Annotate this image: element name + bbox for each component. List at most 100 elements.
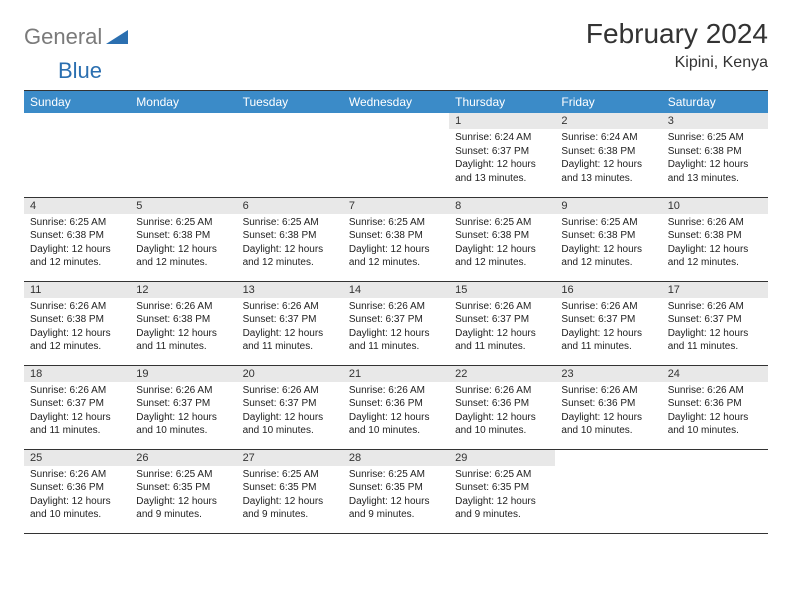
day-detail-line: Sunset: 6:36 PM xyxy=(668,397,762,411)
day-number: 29 xyxy=(449,450,555,466)
day-detail-line: and 12 minutes. xyxy=(30,256,124,270)
day-detail-line: and 11 minutes. xyxy=(243,340,337,354)
day-number: 20 xyxy=(237,366,343,382)
day-details xyxy=(24,129,130,135)
day-detail-line: Daylight: 12 hours xyxy=(349,495,443,509)
day-details: Sunrise: 6:25 AMSunset: 6:38 PMDaylight:… xyxy=(343,214,449,274)
logo-text-1: General xyxy=(24,24,102,50)
day-detail-line: and 12 minutes. xyxy=(136,256,230,270)
day-details: Sunrise: 6:26 AMSunset: 6:37 PMDaylight:… xyxy=(555,298,661,358)
day-detail-line: and 10 minutes. xyxy=(30,508,124,522)
day-number xyxy=(555,450,661,466)
day-detail-line: Sunrise: 6:26 AM xyxy=(455,384,549,398)
day-detail-line: and 10 minutes. xyxy=(243,424,337,438)
day-details: Sunrise: 6:26 AMSunset: 6:36 PMDaylight:… xyxy=(343,382,449,442)
day-number: 3 xyxy=(662,113,768,129)
calendar-cell: 5Sunrise: 6:25 AMSunset: 6:38 PMDaylight… xyxy=(130,197,236,281)
day-detail-line: and 12 minutes. xyxy=(455,256,549,270)
day-detail-line: Daylight: 12 hours xyxy=(30,327,124,341)
day-number: 25 xyxy=(24,450,130,466)
day-detail-line: Daylight: 12 hours xyxy=(561,243,655,257)
calendar-cell: 2Sunrise: 6:24 AMSunset: 6:38 PMDaylight… xyxy=(555,113,661,197)
day-details: Sunrise: 6:25 AMSunset: 6:35 PMDaylight:… xyxy=(130,466,236,526)
day-detail-line: and 11 minutes. xyxy=(30,424,124,438)
day-header-row: Sunday Monday Tuesday Wednesday Thursday… xyxy=(24,91,768,113)
day-number: 27 xyxy=(237,450,343,466)
day-details: Sunrise: 6:26 AMSunset: 6:37 PMDaylight:… xyxy=(237,382,343,442)
day-detail-line: and 10 minutes. xyxy=(349,424,443,438)
day-detail-line: Sunset: 6:37 PM xyxy=(136,397,230,411)
day-detail-line: Daylight: 12 hours xyxy=(136,243,230,257)
day-details: Sunrise: 6:25 AMSunset: 6:35 PMDaylight:… xyxy=(343,466,449,526)
day-number: 13 xyxy=(237,282,343,298)
calendar-cell: 1Sunrise: 6:24 AMSunset: 6:37 PMDaylight… xyxy=(449,113,555,197)
day-detail-line: and 13 minutes. xyxy=(455,172,549,186)
day-details xyxy=(130,129,236,135)
day-details: Sunrise: 6:26 AMSunset: 6:37 PMDaylight:… xyxy=(237,298,343,358)
day-detail-line: Sunset: 6:38 PM xyxy=(136,313,230,327)
calendar-week-row: 25Sunrise: 6:26 AMSunset: 6:36 PMDayligh… xyxy=(24,449,768,533)
day-details xyxy=(237,129,343,135)
col-tuesday: Tuesday xyxy=(237,91,343,113)
day-detail-line: Sunrise: 6:26 AM xyxy=(455,300,549,314)
calendar-cell: 29Sunrise: 6:25 AMSunset: 6:35 PMDayligh… xyxy=(449,449,555,533)
day-detail-line: Sunrise: 6:26 AM xyxy=(136,384,230,398)
day-detail-line: Sunset: 6:38 PM xyxy=(668,229,762,243)
day-detail-line: Sunset: 6:36 PM xyxy=(561,397,655,411)
calendar-cell: 9Sunrise: 6:25 AMSunset: 6:38 PMDaylight… xyxy=(555,197,661,281)
day-details: Sunrise: 6:25 AMSunset: 6:35 PMDaylight:… xyxy=(237,466,343,526)
day-detail-line: Daylight: 12 hours xyxy=(455,327,549,341)
day-detail-line: Daylight: 12 hours xyxy=(561,411,655,425)
day-detail-line: Sunrise: 6:26 AM xyxy=(561,384,655,398)
day-detail-line: Daylight: 12 hours xyxy=(30,495,124,509)
calendar-table: Sunday Monday Tuesday Wednesday Thursday… xyxy=(24,91,768,534)
day-details: Sunrise: 6:26 AMSunset: 6:36 PMDaylight:… xyxy=(24,466,130,526)
col-wednesday: Wednesday xyxy=(343,91,449,113)
day-number: 26 xyxy=(130,450,236,466)
day-detail-line: Sunset: 6:38 PM xyxy=(455,229,549,243)
day-detail-line: and 12 minutes. xyxy=(349,256,443,270)
day-detail-line: Sunrise: 6:24 AM xyxy=(455,131,549,145)
day-detail-line: Sunrise: 6:25 AM xyxy=(243,216,337,230)
day-number: 22 xyxy=(449,366,555,382)
day-details: Sunrise: 6:26 AMSunset: 6:37 PMDaylight:… xyxy=(130,382,236,442)
calendar-cell: 11Sunrise: 6:26 AMSunset: 6:38 PMDayligh… xyxy=(24,281,130,365)
day-detail-line: and 10 minutes. xyxy=(455,424,549,438)
day-detail-line: Daylight: 12 hours xyxy=(668,243,762,257)
day-detail-line: Sunrise: 6:25 AM xyxy=(243,468,337,482)
calendar-week-row: 11Sunrise: 6:26 AMSunset: 6:38 PMDayligh… xyxy=(24,281,768,365)
col-saturday: Saturday xyxy=(662,91,768,113)
day-detail-line: Sunset: 6:35 PM xyxy=(455,481,549,495)
day-detail-line: Sunset: 6:38 PM xyxy=(30,229,124,243)
calendar-cell: 12Sunrise: 6:26 AMSunset: 6:38 PMDayligh… xyxy=(130,281,236,365)
logo-text-2: Blue xyxy=(58,58,102,83)
day-number xyxy=(24,113,130,129)
day-detail-line: Sunset: 6:37 PM xyxy=(455,145,549,159)
day-details: Sunrise: 6:26 AMSunset: 6:38 PMDaylight:… xyxy=(662,214,768,274)
day-detail-line: and 9 minutes. xyxy=(243,508,337,522)
day-detail-line: Sunrise: 6:24 AM xyxy=(561,131,655,145)
day-number: 21 xyxy=(343,366,449,382)
day-detail-line: and 10 minutes. xyxy=(561,424,655,438)
day-detail-line: Daylight: 12 hours xyxy=(349,327,443,341)
day-detail-line: and 10 minutes. xyxy=(668,424,762,438)
day-details: Sunrise: 6:25 AMSunset: 6:38 PMDaylight:… xyxy=(237,214,343,274)
day-detail-line: Daylight: 12 hours xyxy=(243,495,337,509)
day-detail-line: Daylight: 12 hours xyxy=(455,243,549,257)
day-detail-line: Daylight: 12 hours xyxy=(349,243,443,257)
day-number: 9 xyxy=(555,198,661,214)
calendar-cell xyxy=(555,449,661,533)
calendar-cell: 22Sunrise: 6:26 AMSunset: 6:36 PMDayligh… xyxy=(449,365,555,449)
day-detail-line: Sunset: 6:37 PM xyxy=(561,313,655,327)
calendar-cell: 3Sunrise: 6:25 AMSunset: 6:38 PMDaylight… xyxy=(662,113,768,197)
location-label: Kipini, Kenya xyxy=(586,54,768,72)
day-number: 12 xyxy=(130,282,236,298)
calendar-cell: 27Sunrise: 6:25 AMSunset: 6:35 PMDayligh… xyxy=(237,449,343,533)
calendar-cell: 7Sunrise: 6:25 AMSunset: 6:38 PMDaylight… xyxy=(343,197,449,281)
day-number: 16 xyxy=(555,282,661,298)
day-detail-line: Daylight: 12 hours xyxy=(668,327,762,341)
day-details: Sunrise: 6:26 AMSunset: 6:36 PMDaylight:… xyxy=(449,382,555,442)
col-thursday: Thursday xyxy=(449,91,555,113)
day-details: Sunrise: 6:26 AMSunset: 6:37 PMDaylight:… xyxy=(449,298,555,358)
day-detail-line: Daylight: 12 hours xyxy=(30,243,124,257)
